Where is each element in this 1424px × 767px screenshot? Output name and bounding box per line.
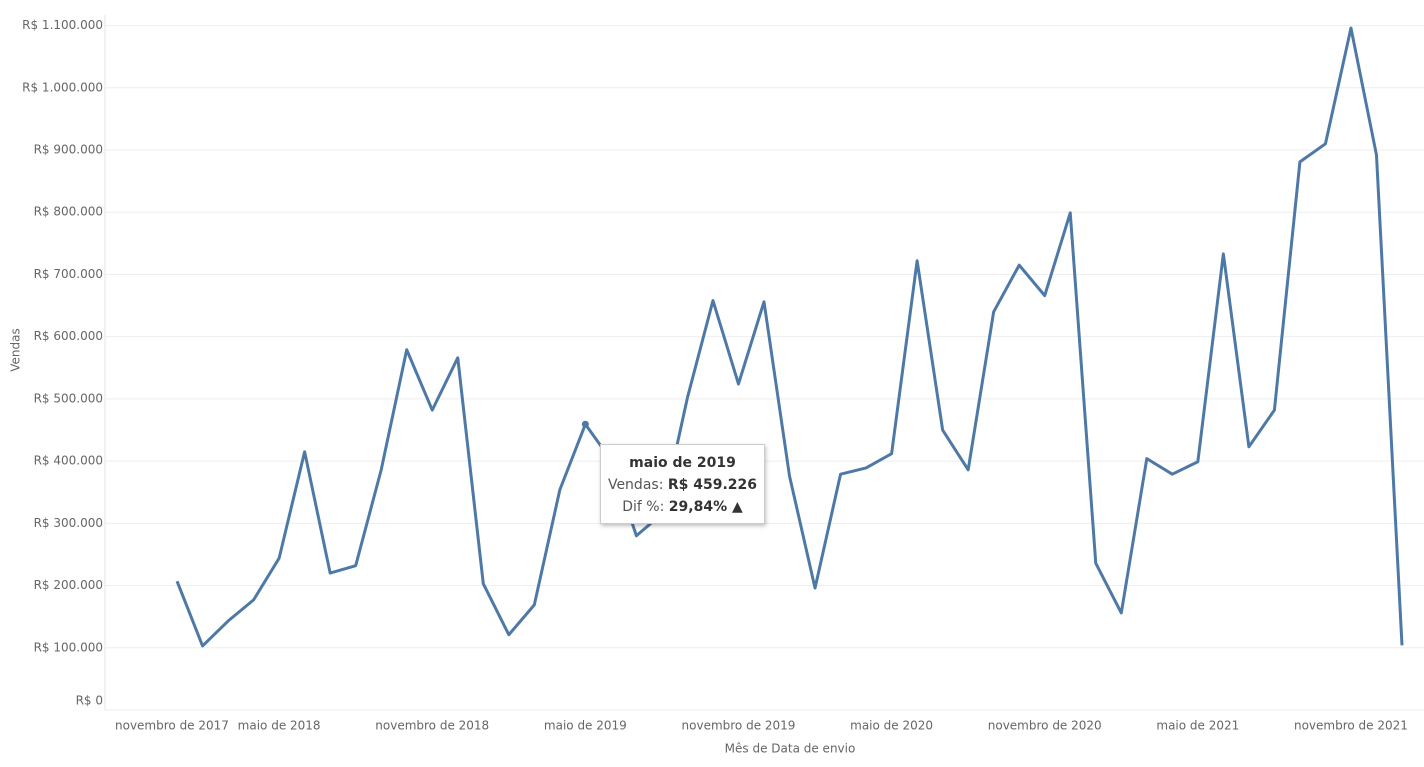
y-tick-label: R$ 500.000 (34, 391, 103, 405)
y-tick-label: R$ 700.000 (34, 267, 103, 281)
x-tick-label: novembro de 2020 (988, 719, 1102, 733)
tooltip-row: Vendas: R$ 459.226 (601, 474, 764, 496)
tooltip: maio de 2019 Vendas: R$ 459.226 Dif %: 2… (600, 444, 765, 524)
x-tick-label: maio de 2018 (238, 719, 321, 733)
tooltip-row: Dif %: 29,84% ▲ (601, 496, 764, 518)
x-tick-label: maio de 2021 (1156, 719, 1239, 733)
y-tick-label: R$ 1.100.000 (22, 18, 103, 32)
x-axis-title: Mês de Data de envio (725, 742, 856, 756)
y-tick-label: R$ 1.000.000 (22, 80, 103, 94)
tooltip-label: Vendas: (607, 477, 664, 493)
y-axis-title: Vendas (9, 328, 23, 372)
y-tick-label: R$ 0 (76, 694, 103, 708)
x-tick-label: novembro de 2019 (682, 719, 796, 733)
x-tick-label: maio de 2019 (544, 719, 627, 733)
y-tick-label: R$ 800.000 (34, 205, 103, 219)
x-tick-label: novembro de 2021 (1294, 719, 1408, 733)
line (175, 26, 1404, 648)
tooltip-title: maio de 2019 (629, 455, 736, 471)
tooltip-value: 29,84% ▲ (668, 499, 743, 515)
x-tick-label: maio de 2020 (850, 719, 933, 733)
y-tick-label: R$ 300.000 (34, 516, 103, 530)
highlight-point (581, 420, 589, 428)
y-tick-label: R$ 900.000 (34, 143, 103, 157)
x-tick-label: novembro de 2018 (375, 719, 489, 733)
y-tick-label: R$ 100.000 (34, 640, 103, 654)
y-tick-label: R$ 600.000 (34, 329, 103, 343)
tooltip-value: R$ 459.226 (667, 477, 758, 493)
y-tick-label: R$ 400.000 (34, 454, 103, 468)
x-tick-label: novembro de 2017 (115, 719, 229, 733)
y-tick-label: R$ 200.000 (34, 578, 103, 592)
tooltip-label: Dif %: (622, 499, 665, 515)
